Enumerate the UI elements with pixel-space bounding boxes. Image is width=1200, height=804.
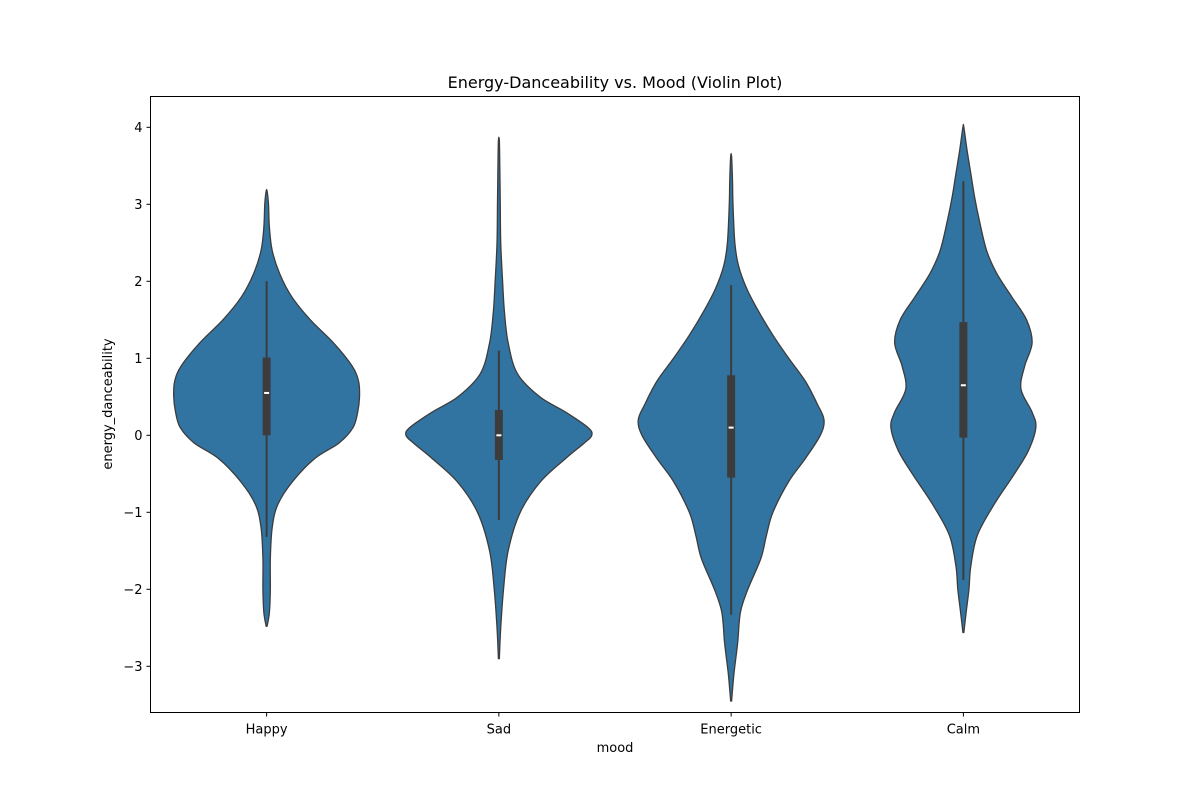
- violin-iqr-box: [959, 322, 968, 438]
- y-axis-label: energy_danceability: [101, 338, 116, 470]
- violin-group-calm: [890, 123, 1037, 634]
- x-tick-label: Energetic: [700, 723, 762, 738]
- y-tick-label: −3: [123, 660, 142, 675]
- violin-iqr-box: [727, 375, 736, 478]
- y-axis-ticks: 4 3 2 1 0 −1 −2 −3: [123, 121, 151, 675]
- y-tick-label: 2: [134, 275, 142, 290]
- x-axis-label: mood: [597, 741, 634, 756]
- x-tick-label: Calm: [947, 723, 980, 738]
- violins-layer: [172, 123, 1037, 702]
- violin-group-happy: [172, 188, 361, 627]
- x-tick-label: Happy: [246, 723, 288, 738]
- violin-group-energetic: [637, 152, 825, 702]
- violin-iqr-box: [262, 357, 271, 436]
- y-tick-label: 4: [134, 121, 142, 136]
- y-tick-label: −1: [123, 506, 142, 521]
- y-tick-label: 1: [134, 352, 142, 367]
- violin-group-sad: [405, 136, 593, 660]
- x-axis-ticks: Happy Sad Energetic Calm: [246, 712, 980, 738]
- y-tick-label: −2: [123, 583, 142, 598]
- plot-frame: [150, 96, 1080, 713]
- chart-title: Energy-Danceability vs. Mood (Violin Plo…: [448, 73, 783, 92]
- y-tick-label: 3: [134, 198, 142, 213]
- x-tick-label: Sad: [487, 723, 511, 738]
- y-tick-label: 0: [134, 429, 142, 444]
